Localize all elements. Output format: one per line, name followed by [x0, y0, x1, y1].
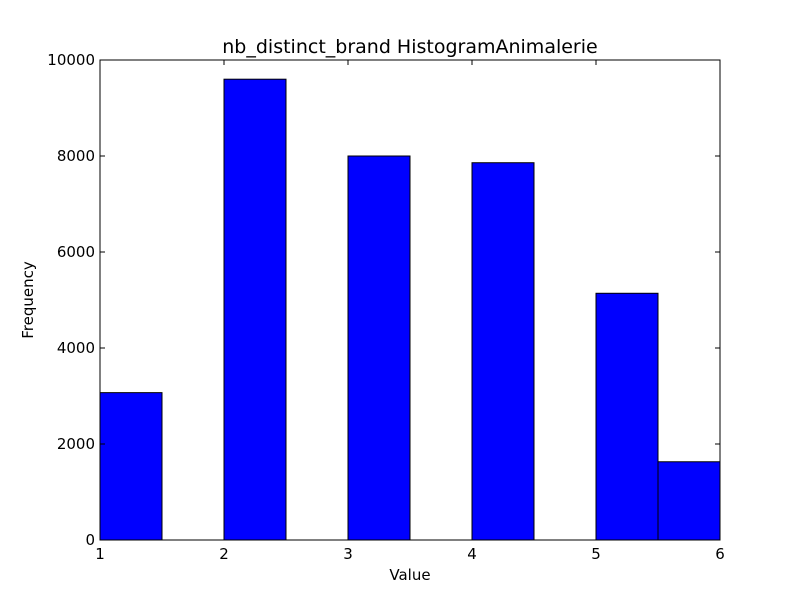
y-tick-label: 2000 — [57, 435, 95, 453]
ticks-group — [99, 59, 721, 541]
y-tick-label: 8000 — [57, 147, 95, 165]
histogram-bar-4 — [471, 162, 535, 541]
bars-group — [99, 78, 721, 541]
x-axis-label: Value — [389, 566, 430, 584]
chart-title: nb_distinct_brand HistogramAnimalerie — [222, 36, 597, 58]
x-tick-label: 3 — [343, 545, 353, 563]
plot-frame — [99, 59, 721, 541]
y-tick-label: 10000 — [47, 51, 95, 69]
histogram-bar-2 — [223, 78, 287, 541]
x-tick-label: 4 — [467, 545, 477, 563]
histogram-bar-3 — [347, 155, 411, 541]
tick-labels-group: 1 2 3 4 5 6 0 2000 4000 6000 8000 10000 — [47, 51, 724, 563]
histogram-bar-6 — [657, 461, 721, 541]
x-tick-label: 6 — [715, 545, 725, 563]
y-axis-label: Frequency — [19, 261, 37, 339]
x-tick-label: 5 — [591, 545, 601, 563]
x-tick-label: 1 — [95, 545, 105, 563]
y-tick-label: 4000 — [57, 339, 95, 357]
histogram-bar-1 — [99, 392, 163, 541]
y-tick-label: 0 — [85, 531, 95, 549]
y-tick-label: 6000 — [57, 243, 95, 261]
x-tick-label: 2 — [219, 545, 229, 563]
histogram-bar-5 — [595, 292, 659, 541]
